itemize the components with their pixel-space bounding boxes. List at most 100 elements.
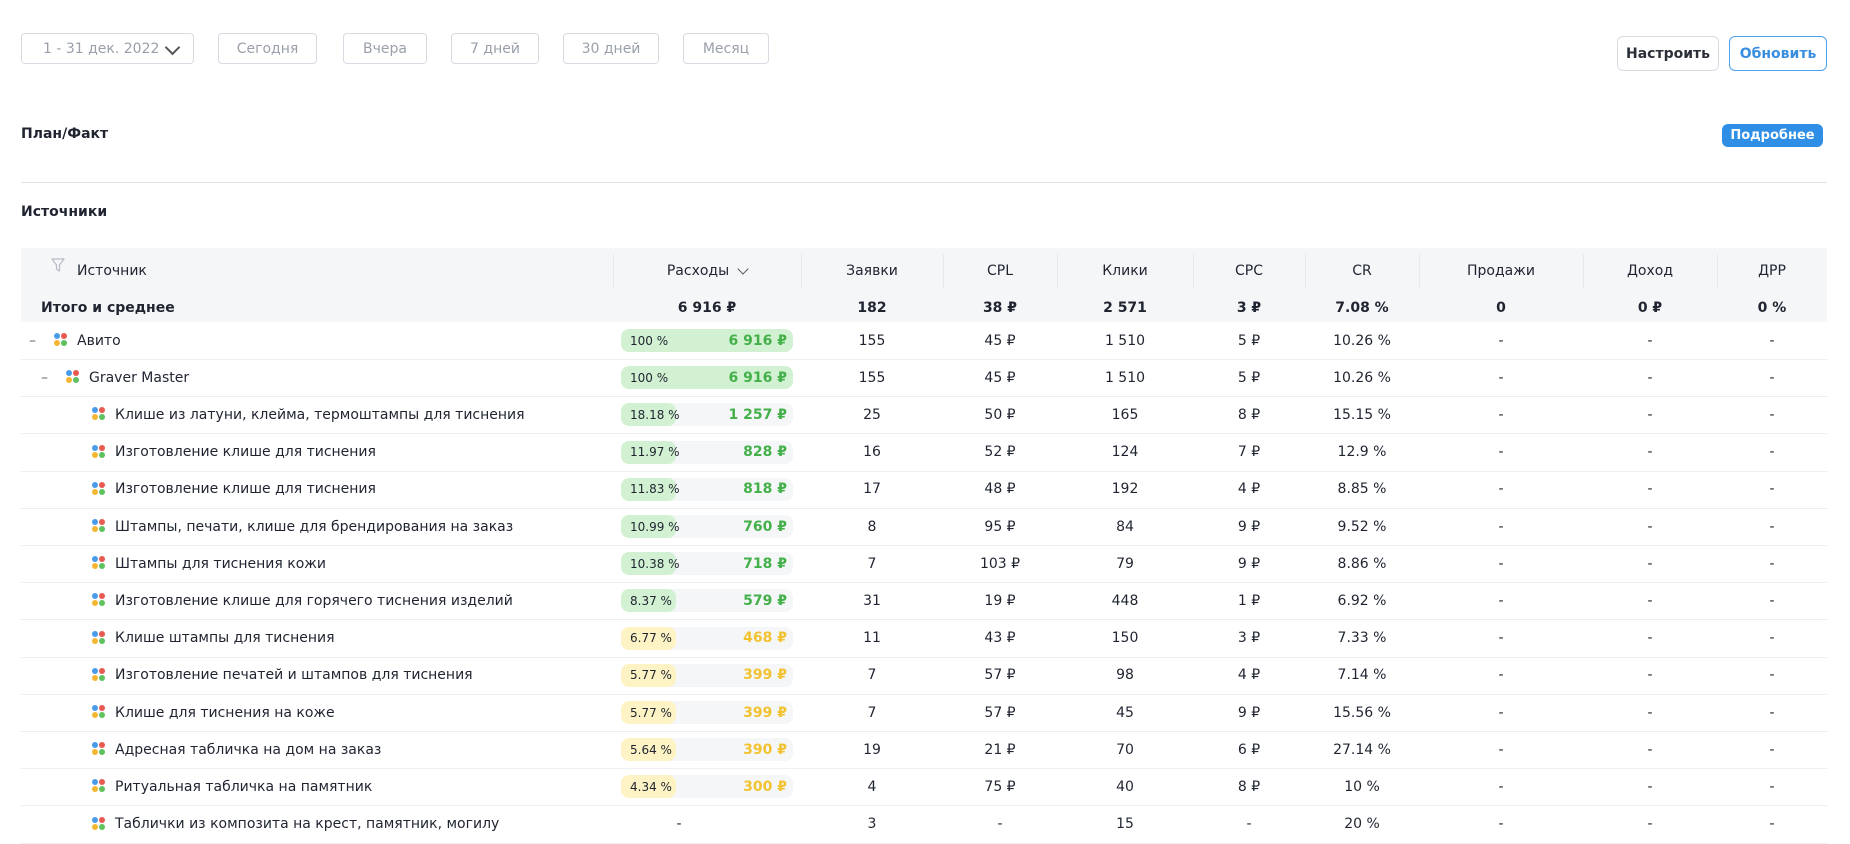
source-name[interactable]: Graver Master (89, 369, 190, 386)
cell-income: - (1647, 332, 1653, 349)
source-name[interactable]: Авито (77, 332, 121, 349)
col-header-cpl[interactable]: CPL (986, 263, 1014, 279)
collapse-toggle[interactable]: – (41, 369, 48, 386)
table-row[interactable]: Клише из латуни, клейма, термоштампы для… (21, 396, 1827, 435)
cell-cpl: 45 ₽ (984, 332, 1016, 349)
total-label: Итого и среднее (41, 300, 175, 316)
cell-cpl: 57 ₽ (984, 704, 1016, 721)
table-row[interactable]: – Graver Master 100 % 6 916 ₽ 155 45 ₽ 1 510 5 … (21, 359, 1827, 398)
table-row[interactable]: Изготовление клише для горячего тиснения… (21, 582, 1827, 621)
cell-cr: 20 % (1344, 816, 1380, 833)
source-name[interactable]: Изготовление клише для тиснения (115, 444, 376, 461)
table-row[interactable]: Изготовление печатей и штампов для тисне… (21, 657, 1827, 695)
cell-cr: 15.56 % (1333, 704, 1391, 721)
col-header-cr[interactable]: CR (1352, 263, 1372, 279)
cell-sales: - (1498, 741, 1504, 758)
table-row[interactable]: Ритуальная табличка на памятник 4.34 % 300… (21, 768, 1827, 807)
column-divider (1057, 254, 1058, 288)
col-header-cpc[interactable]: CPC (1235, 263, 1263, 279)
source-name[interactable]: Ритуальная табличка на памятник (115, 778, 373, 795)
cell-clicks: 45 (1116, 704, 1134, 721)
cell-leads: 25 (863, 406, 881, 423)
date-range-select[interactable]: 1 - 31 дек. 2022 (21, 33, 194, 64)
cell-sales: - (1498, 667, 1504, 684)
cell-income: - (1647, 704, 1653, 721)
table-row[interactable]: Клише штампы для тиснения 6.77 % 468 ₽ 11 43… (21, 620, 1827, 658)
column-divider (1193, 254, 1194, 288)
cell-cr: 9.52 % (1337, 518, 1387, 535)
col-header-drr[interactable]: ДРР (1758, 263, 1786, 279)
spend-bar-fill (621, 366, 793, 390)
column-divider (1419, 254, 1420, 288)
spend-share: 8.37 % (630, 593, 672, 608)
spend-share: 6.77 % (630, 631, 672, 646)
table-row[interactable]: Штампы для тиснения кожи 10.38 % 718 ₽ 7 103… (21, 545, 1827, 584)
table-row[interactable]: Клише для тиснения на коже 5.77 % 399 ₽ 7 57… (21, 694, 1827, 732)
cell-cpc: - (1246, 816, 1252, 833)
source-name[interactable]: Изготовление клише для тиснения (115, 481, 376, 498)
cell-cr: 8.85 % (1337, 481, 1387, 498)
cell-clicks: 150 (1111, 630, 1139, 647)
source-name[interactable]: Штампы, печати, клише для брендирования … (115, 518, 514, 535)
col-header-spend[interactable]: Расходы (613, 248, 801, 294)
source-name[interactable]: Штампы для тиснения кожи (115, 555, 326, 572)
date-range-label: 1 - 31 дек. 2022 (43, 40, 160, 57)
cell-sales: - (1498, 481, 1504, 498)
collapse-toggle[interactable]: – (29, 332, 36, 349)
col-header-source[interactable]: Источник (77, 263, 147, 279)
more-details-button[interactable]: Подробнее (1722, 124, 1823, 147)
cell-income: - (1647, 778, 1653, 795)
cell-drr: - (1769, 369, 1775, 386)
cell-cpl: 43 ₽ (984, 630, 1016, 647)
cell-cpl: 21 ₽ (984, 741, 1016, 758)
cell-spend: - (676, 816, 682, 833)
table-row[interactable]: Адресная табличка на дом на заказ 5.64 % 3… (21, 731, 1827, 770)
cell-cpl: 57 ₽ (984, 667, 1016, 684)
source-dots-icon (92, 519, 106, 533)
refresh-button[interactable]: Обновить (1729, 36, 1827, 71)
table-header: Источник Расходы Заявки CPL Клики CPC CR… (21, 248, 1827, 322)
cell-leads: 31 (863, 592, 881, 609)
spend-bar-fill (621, 663, 676, 687)
cell-sales: - (1498, 778, 1504, 795)
source-name[interactable]: Клише из латуни, клейма, термоштампы для… (115, 406, 525, 423)
preset-7days-button[interactable]: 7 дней (451, 33, 539, 64)
spend-bar-fill (621, 515, 676, 538)
filter-icon[interactable] (50, 257, 66, 273)
setup-button[interactable]: Настроить (1617, 36, 1719, 71)
spend-share: 11.83 % (630, 482, 680, 497)
source-dots-icon (92, 481, 106, 496)
preset-today-button[interactable]: Сегодня (218, 33, 317, 64)
source-name[interactable]: Таблички из композита на крест, памятник… (115, 816, 500, 833)
preset-month-button[interactable]: Месяц (683, 33, 769, 64)
source-name[interactable]: Клише штампы для тиснения (115, 630, 335, 647)
cell-cpc: 8 ₽ (1237, 406, 1261, 423)
table-row[interactable]: Изготовление клише для тиснения 11.97 % 82… (21, 434, 1827, 472)
total-leads: 182 (857, 300, 887, 316)
cell-leads: 7 (867, 555, 877, 572)
cell-leads: 155 (858, 332, 886, 349)
cell-leads: 7 (867, 667, 877, 684)
spend-value: 818 ₽ (743, 481, 787, 498)
col-header-income[interactable]: Доход (1626, 263, 1674, 279)
column-divider (801, 254, 802, 288)
table-row[interactable]: Таблички из композита на крест, памятник… (21, 806, 1827, 844)
source-name[interactable]: Изготовление клише для горячего тиснения… (115, 592, 513, 609)
spend-value: 6 916 ₽ (728, 369, 787, 386)
col-header-sales[interactable]: Продажи (1467, 263, 1535, 279)
source-name[interactable]: Клише для тиснения на коже (115, 704, 335, 721)
preset-30days-button[interactable]: 30 дней (563, 33, 659, 64)
table-row[interactable]: Изготовление клише для тиснения 11.83 % 81… (21, 471, 1827, 509)
cell-leads: 11 (863, 630, 881, 647)
table-row[interactable]: Штампы, печати, клише для брендирования … (21, 508, 1827, 546)
preset-yesterday-button[interactable]: Вчера (343, 33, 427, 64)
table-row[interactable]: – Авито 100 % 6 916 ₽ 155 45 ₽ 1 510 5 ₽ 10.26 %… (21, 322, 1827, 360)
spend-share: 5.64 % (630, 742, 672, 757)
col-header-leads[interactable]: Заявки (846, 263, 898, 279)
col-header-clicks[interactable]: Клики (1102, 263, 1148, 279)
source-name[interactable]: Изготовление печатей и штампов для тисне… (115, 667, 473, 684)
spend-value: 399 ₽ (743, 667, 787, 684)
source-name[interactable]: Адресная табличка на дом на заказ (115, 741, 382, 758)
cell-cr: 8.86 % (1337, 555, 1387, 572)
spend-bar: 10.38 % 718 ₽ (621, 552, 793, 576)
